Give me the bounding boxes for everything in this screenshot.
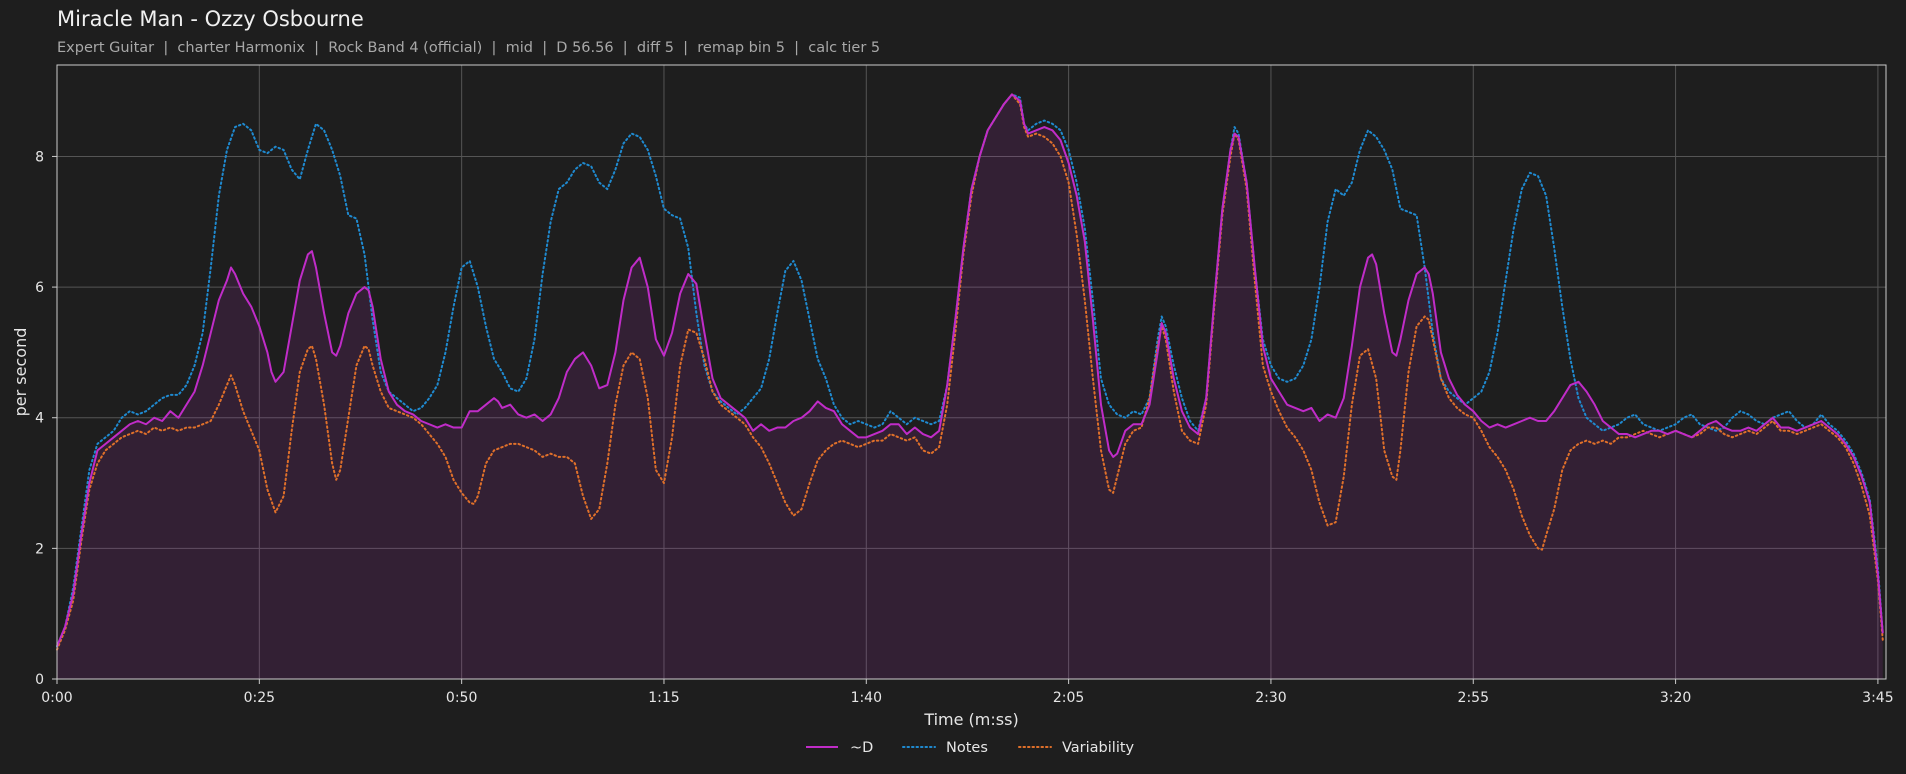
legend-label-d: ~D <box>850 740 873 756</box>
y-tick-label: 6 <box>35 280 44 296</box>
x-tick-label: 2:55 <box>1458 690 1489 706</box>
x-tick-label: 1:40 <box>851 690 882 706</box>
x-tick-label: 1:15 <box>648 690 679 706</box>
x-axis: 0:00 0:25 0:50 1:15 1:40 2:05 2:30 2:55 3:20 3:45 <box>41 679 1894 706</box>
grid <box>57 65 1886 679</box>
x-tick-label: 0:50 <box>446 690 477 706</box>
y-axis-label: per second <box>11 328 30 417</box>
plot-frame <box>56 64 1887 680</box>
y-tick-label: 0 <box>35 672 44 688</box>
legend-label-variability: Variability <box>1062 740 1135 756</box>
series-d-line <box>56 93 1884 647</box>
series-d-area <box>57 94 1883 679</box>
x-tick-label: 2:30 <box>1255 690 1286 706</box>
legend-label-notes: Notes <box>946 740 988 756</box>
series-notes-line <box>56 93 1884 648</box>
y-tick-label: 8 <box>35 149 44 165</box>
x-tick-label: 3:20 <box>1660 690 1691 706</box>
x-tick-label: 0:00 <box>41 690 72 706</box>
series-lines <box>56 93 1884 651</box>
chart-subtitle: Expert Guitar | charter Harmonix | Rock … <box>57 40 881 56</box>
x-tick-label: 2:05 <box>1053 690 1084 706</box>
y-tick-label: 2 <box>35 541 44 557</box>
chart-title: Miracle Man - Ozzy Osbourne <box>57 7 364 31</box>
area-fills <box>57 94 1883 679</box>
x-axis-label: Time (m:ss) <box>923 710 1018 729</box>
y-axis: 0 2 4 6 8 <box>35 149 57 688</box>
x-tick-label: 3:45 <box>1862 690 1893 706</box>
legend: ~D Notes Variability <box>806 740 1135 756</box>
y-tick-label: 4 <box>35 411 44 427</box>
x-tick-label: 0:25 <box>244 690 275 706</box>
